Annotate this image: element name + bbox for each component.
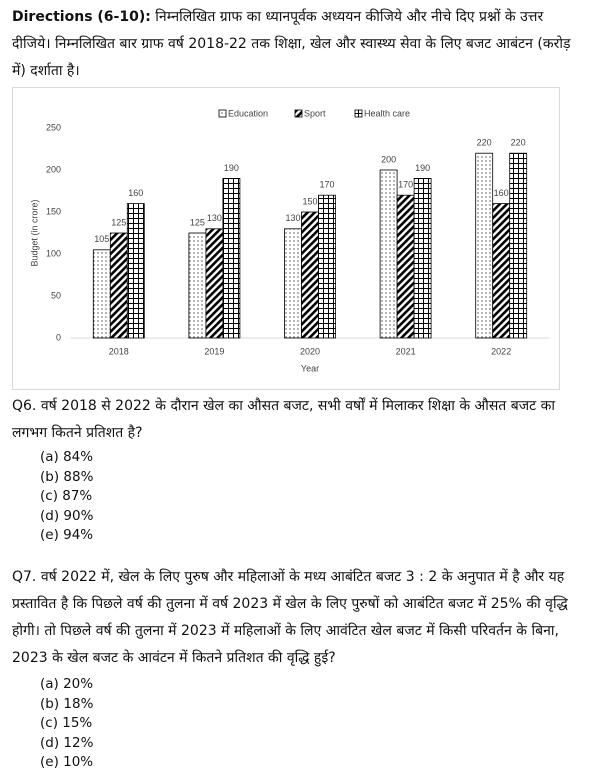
legend-label: Education bbox=[228, 108, 268, 118]
question: Q7. वर्ष 2022 में, खेल के लिए पुरुष और म… bbox=[12, 564, 572, 672]
value-label: 220 bbox=[477, 138, 492, 148]
value-label: 125 bbox=[111, 217, 126, 227]
y-tick-label: 150 bbox=[46, 206, 61, 216]
value-label: 170 bbox=[319, 180, 334, 190]
value-label: 130 bbox=[285, 213, 300, 223]
x-tick-label: 2021 bbox=[396, 346, 416, 356]
value-label: 125 bbox=[190, 217, 205, 227]
x-tick-label: 2020 bbox=[300, 346, 320, 356]
option: (e) 94% bbox=[40, 527, 94, 543]
value-label: 200 bbox=[381, 154, 396, 164]
value-label: 190 bbox=[415, 163, 430, 173]
value-label: 105 bbox=[94, 234, 109, 244]
bar bbox=[222, 178, 241, 339]
legend-swatch bbox=[354, 109, 363, 118]
option: (c) 87% bbox=[40, 488, 93, 504]
y-axis-label: Budget (in crore) bbox=[29, 199, 39, 266]
value-label: 190 bbox=[224, 163, 239, 173]
y-tick-label: 200 bbox=[46, 164, 61, 174]
y-tick-label: 50 bbox=[51, 290, 61, 300]
bar bbox=[92, 249, 111, 339]
option: (e) 10% bbox=[40, 754, 94, 770]
value-label: 220 bbox=[511, 138, 526, 148]
legend-swatch bbox=[294, 109, 303, 118]
option: (b) 88% bbox=[40, 468, 94, 485]
directions: Directions (6-10): निम्नलिखित ग्राफ का ध… bbox=[12, 4, 572, 85]
value-label: 160 bbox=[128, 188, 143, 198]
value-label: 170 bbox=[398, 180, 413, 190]
x-axis-label: Year bbox=[301, 363, 319, 373]
bar bbox=[109, 232, 128, 339]
value-label: 160 bbox=[494, 188, 509, 198]
option: (d) 90% bbox=[40, 507, 94, 524]
option: (b) 18% bbox=[40, 695, 94, 712]
y-tick-label: 250 bbox=[46, 122, 61, 132]
question-label: Q7. bbox=[12, 569, 37, 585]
options: (a) 20% (b) 18% (c) 15% (d) 12% (e) 10% bbox=[40, 675, 93, 773]
x-tick-label: 2019 bbox=[204, 346, 224, 356]
bar bbox=[318, 194, 336, 339]
question-text: वर्ष 2022 में, खेल के लिए पुरुष और महिला… bbox=[12, 569, 568, 666]
option: (a) 20% bbox=[40, 676, 94, 692]
bar bbox=[205, 228, 224, 339]
question-label: Q6. bbox=[12, 398, 37, 414]
option: (a) 84% bbox=[40, 449, 94, 465]
x-tick-label: 2018 bbox=[109, 346, 129, 356]
y-tick-label: 0 bbox=[56, 332, 61, 342]
directions-text: निम्नलिखित ग्राफ का ध्यानपूर्वक अध्ययन क… bbox=[12, 9, 571, 79]
bar bbox=[509, 152, 528, 339]
bar bbox=[188, 232, 207, 339]
value-label: 150 bbox=[302, 196, 317, 206]
bar bbox=[126, 203, 145, 339]
bar bbox=[301, 211, 319, 339]
bar bbox=[396, 194, 415, 339]
bar bbox=[492, 203, 511, 339]
question: Q6. वर्ष 2018 से 2022 के दौरान खेल का औस… bbox=[12, 393, 572, 447]
legend-label: Health care bbox=[364, 108, 410, 118]
option: (d) 12% bbox=[40, 734, 94, 751]
value-label: 130 bbox=[207, 213, 222, 223]
options: (a) 84% (b) 88% (c) 87% (d) 90% (e) 94% bbox=[40, 448, 93, 546]
legend-swatch bbox=[218, 109, 227, 118]
legend-label: Sport bbox=[304, 108, 326, 118]
question-text: वर्ष 2018 से 2022 के दौरान खेल का औसत बज… bbox=[12, 398, 555, 441]
directions-label: Directions (6-10): bbox=[12, 9, 151, 25]
chart: 0 50 100 150 200 250 Budget (in crore) Year 2018… bbox=[29, 108, 549, 373]
x-tick-label: 2022 bbox=[491, 346, 511, 356]
bar bbox=[284, 228, 302, 339]
y-tick-label: 100 bbox=[46, 248, 61, 258]
bar bbox=[379, 169, 398, 339]
option: (c) 15% bbox=[40, 715, 93, 731]
chart-box: 0 50 100 150 200 250 Budget (in crore) Year 2018… bbox=[12, 87, 560, 390]
bar bbox=[413, 178, 432, 339]
bar bbox=[475, 152, 494, 339]
